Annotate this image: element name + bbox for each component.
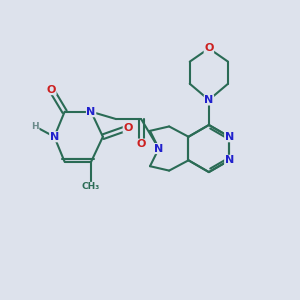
- Text: O: O: [123, 123, 133, 133]
- Text: N: N: [204, 95, 214, 105]
- Text: N: N: [154, 143, 164, 154]
- Text: H: H: [32, 122, 39, 131]
- Text: N: N: [86, 107, 96, 117]
- Text: N: N: [225, 155, 234, 165]
- Text: N: N: [225, 132, 234, 142]
- Text: N: N: [50, 132, 59, 142]
- Text: CH₃: CH₃: [82, 182, 100, 191]
- Text: O: O: [136, 139, 146, 149]
- Text: O: O: [204, 44, 214, 53]
- Text: O: O: [47, 85, 56, 94]
